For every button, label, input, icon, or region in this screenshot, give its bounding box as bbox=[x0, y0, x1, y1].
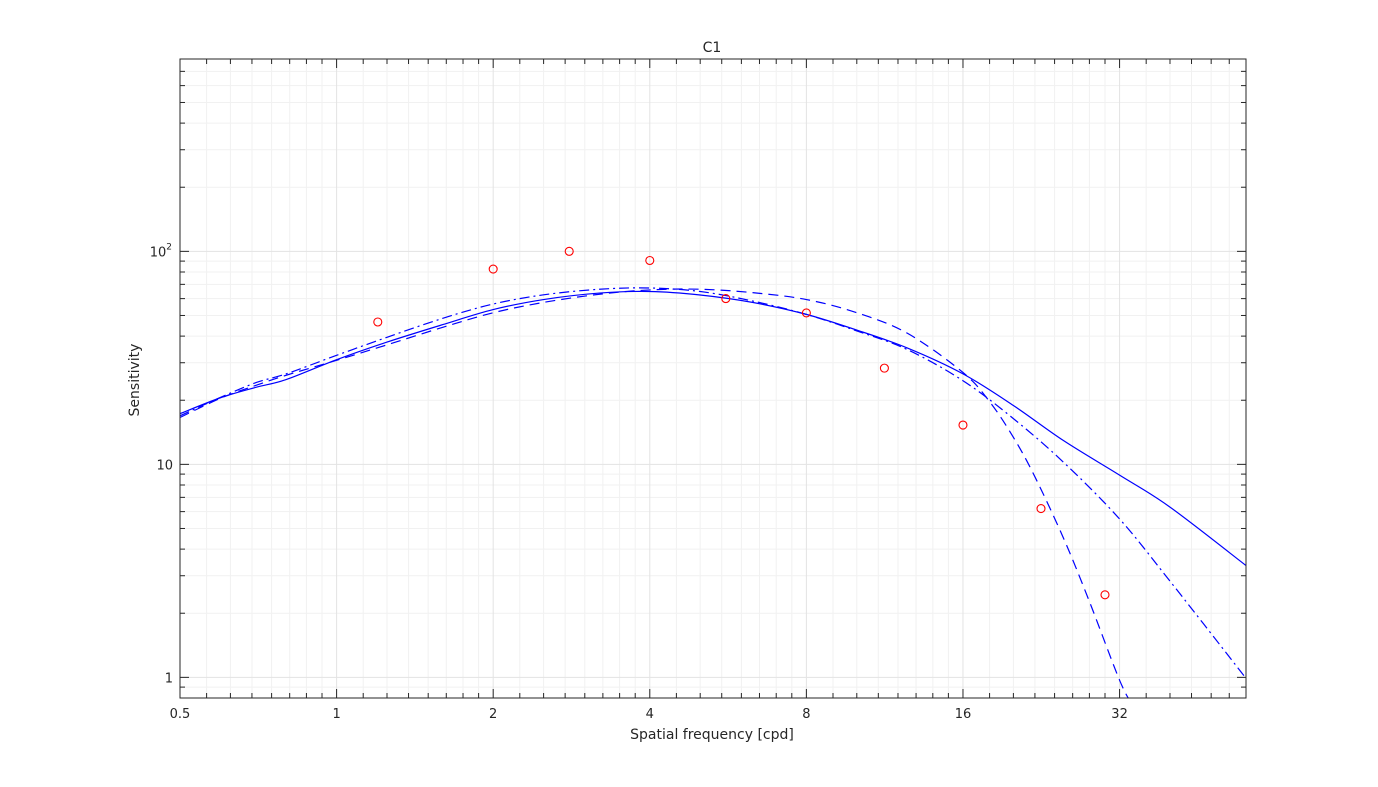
data-point-marker bbox=[564, 246, 574, 256]
major-grid bbox=[179, 59, 1246, 698]
data-point-marker bbox=[721, 294, 731, 304]
y-tick-label: 10 bbox=[156, 458, 173, 473]
series-line-dashed bbox=[180, 288, 1129, 698]
minor-grid bbox=[180, 59, 1246, 698]
series-layer bbox=[180, 246, 1246, 698]
data-point-marker bbox=[958, 420, 968, 430]
plot-area bbox=[180, 59, 1246, 698]
y-axis-label: Sensitivity bbox=[127, 344, 143, 417]
x-tick-label: 4 bbox=[646, 707, 654, 722]
x-tick-label: 16 bbox=[955, 707, 972, 722]
data-point-marker bbox=[373, 317, 383, 327]
plot-background bbox=[180, 59, 1246, 698]
data-point-marker bbox=[1100, 590, 1110, 600]
data-point-marker bbox=[645, 255, 655, 266]
data-point-marker bbox=[801, 308, 811, 318]
chart-title: C1 bbox=[703, 40, 722, 56]
x-tick-label: 2 bbox=[489, 707, 497, 722]
data-point-marker bbox=[879, 363, 889, 373]
data-point-marker bbox=[488, 264, 498, 274]
series-line-solid bbox=[180, 290, 1246, 566]
axes-frame bbox=[179, 58, 1247, 699]
data-point-marker bbox=[1036, 504, 1046, 514]
y-tick-label: 1 bbox=[165, 671, 173, 686]
x-axis-label: Spatial frequency [cpd] bbox=[630, 727, 794, 743]
tick-labels: 0.5 1 2 4 8 16 32 1 10 102 bbox=[150, 242, 1128, 722]
x-tick-label: 1 bbox=[332, 707, 340, 722]
axes-box bbox=[179, 58, 1247, 699]
series-line-dashdot bbox=[180, 287, 1246, 679]
x-tick-label: 8 bbox=[802, 707, 810, 722]
y-tick-label: 102 bbox=[150, 242, 172, 260]
x-tick-label: 0.5 bbox=[170, 707, 191, 722]
x-tick-label: 32 bbox=[1111, 707, 1128, 722]
